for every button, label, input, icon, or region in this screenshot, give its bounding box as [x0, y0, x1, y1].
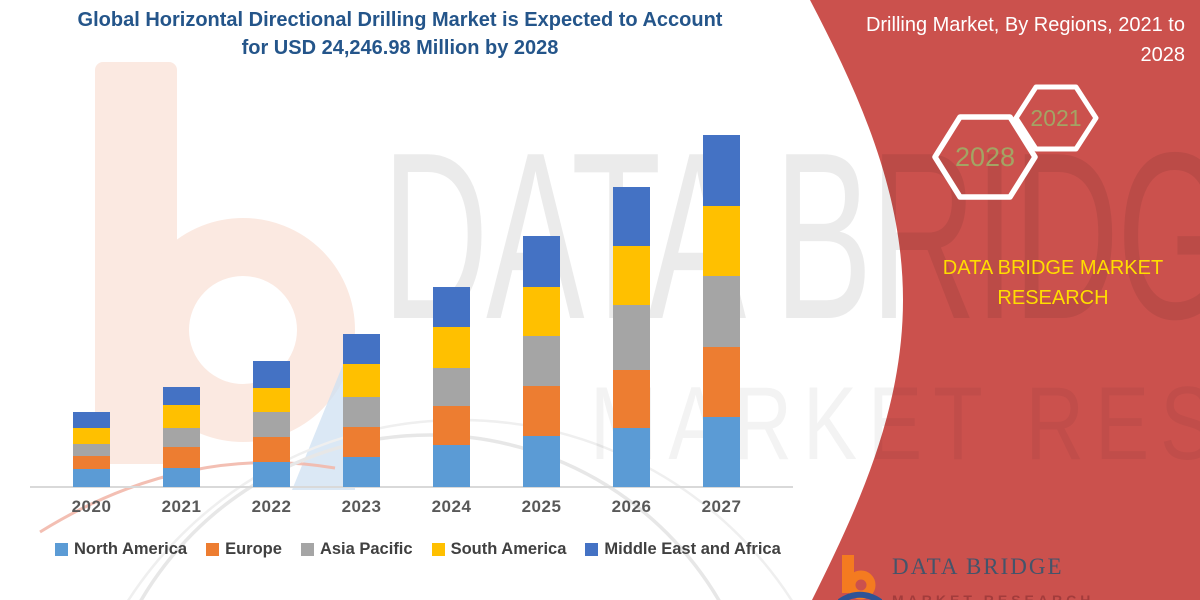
bar-segment	[253, 462, 290, 487]
bar-segment	[523, 335, 560, 386]
bar-segment	[433, 286, 470, 327]
chart-legend: North America Europe Asia Pacific South Ame…	[55, 540, 781, 559]
bar-2023	[343, 334, 380, 487]
legend-label: Europe	[225, 540, 282, 558]
data-bridge-b-icon	[838, 555, 882, 600]
legend-swatch-icon	[55, 543, 68, 556]
page-title: Global Horizontal Directional Drilling M…	[77, 9, 723, 60]
bar-segment	[523, 235, 560, 287]
bar-segment	[73, 411, 110, 428]
bar-segment	[343, 334, 380, 364]
legend-item: Asia Pacific	[300, 540, 413, 559]
x-axis-label-2022: 2022	[251, 497, 292, 516]
x-axis-label-2021: 2021	[161, 497, 202, 516]
bar-segment	[523, 287, 560, 336]
x-axis-label-2024: 2024	[431, 497, 472, 516]
x-axis-line	[30, 486, 793, 488]
bar-segment	[253, 387, 290, 412]
legend-label: North America	[74, 540, 188, 558]
legend-item: Middle East and Africa	[585, 540, 781, 559]
bar-segment	[163, 467, 200, 487]
bar-segment	[163, 446, 200, 468]
legend-item: North America	[55, 540, 187, 559]
bar-segment	[163, 386, 200, 405]
bar-segment	[523, 385, 560, 436]
bar-segment	[343, 397, 380, 427]
x-axis-label-2020: 2020	[71, 497, 112, 516]
bar-segment	[73, 427, 110, 444]
legend-swatch-icon	[431, 543, 445, 556]
bar-segment	[613, 245, 650, 305]
brand-name: DATA BRIDGE MARKET RESEARCH	[942, 257, 1164, 309]
legend-item: South America	[431, 540, 567, 559]
bar-segment	[433, 367, 470, 406]
bar-segment	[73, 444, 110, 456]
x-axis-label-2023: 2023	[341, 497, 382, 516]
bar-segment	[433, 327, 470, 368]
legend-label: South America	[450, 540, 567, 558]
bar-segment	[703, 416, 740, 487]
bar-segment	[343, 457, 380, 487]
bar-segment	[343, 427, 380, 457]
bar-segment	[253, 436, 290, 462]
legend-swatch-icon	[300, 543, 314, 556]
bar-2027	[703, 134, 740, 487]
bar-segment	[703, 206, 740, 276]
bar-segment	[433, 444, 470, 487]
bar-2026	[613, 186, 650, 487]
bar-segment	[613, 305, 650, 370]
bar-segment	[73, 469, 110, 487]
hexagon-year-2028: 2028	[954, 142, 1016, 172]
footer-logo: DATA BRIDGE MARKET RESEARCH	[838, 553, 1094, 600]
bar-segment	[343, 363, 380, 397]
bar-2020	[73, 411, 110, 487]
bar-segment	[613, 369, 650, 428]
bar-segment	[163, 405, 200, 428]
bar-segment	[163, 427, 200, 447]
bar-2021	[163, 386, 200, 487]
bar-segment	[73, 456, 110, 469]
legend-swatch-icon	[206, 543, 220, 556]
bar-segment	[703, 134, 740, 206]
footer-logo-text: DATA BRIDGE MARKET RESEARCH	[892, 553, 1094, 600]
x-axis-label-2026: 2026	[611, 497, 652, 516]
legend-item: Europe	[206, 540, 282, 559]
bar-segment	[253, 411, 290, 437]
bar-segment	[613, 186, 650, 246]
bar-segment	[613, 428, 650, 487]
bar-segment	[253, 361, 290, 388]
bar-segment	[523, 435, 560, 487]
bar-segment	[433, 405, 470, 445]
banner-title: Drilling Market, By Regions, 2021 to 202…	[865, 14, 1185, 66]
bar-segment	[703, 346, 740, 417]
x-axis-label-2025: 2025	[521, 497, 562, 516]
legend-swatch-icon	[585, 543, 599, 556]
bar-2025	[523, 235, 560, 487]
bar-2024	[433, 286, 470, 487]
footer-logo-line1: DATA BRIDGE	[892, 554, 1064, 579]
hexagon-year-2021: 2021	[1030, 105, 1082, 131]
legend-label: Asia Pacific	[319, 540, 413, 558]
footer-logo-line2: MARKET RESEARCH	[892, 591, 1095, 600]
legend-label: Middle East and Africa	[604, 540, 781, 558]
x-axis-label-2027: 2027	[701, 497, 742, 516]
bar-segment	[703, 276, 740, 347]
bar-2022	[253, 361, 290, 487]
